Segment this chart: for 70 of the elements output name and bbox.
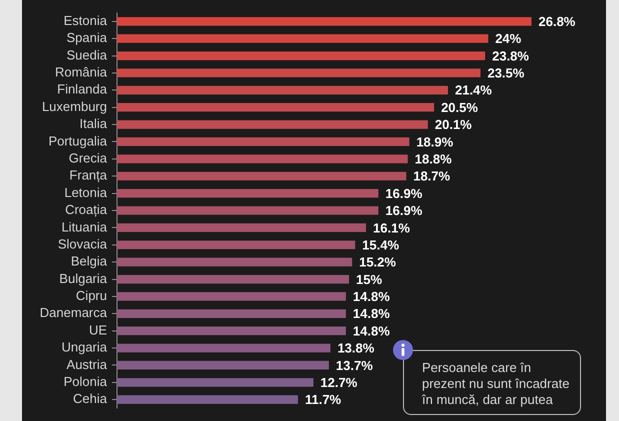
bar [117, 378, 314, 387]
bar [117, 172, 406, 180]
y-tick-label: UE [88, 322, 108, 338]
bar [117, 137, 410, 146]
bar [117, 240, 356, 250]
bar [117, 223, 366, 232]
data-label: 15.4% [362, 237, 400, 252]
bar [117, 292, 346, 301]
data-label: 14.8% [352, 323, 390, 338]
y-tick-label: Luxemburg [42, 98, 107, 114]
data-label: 14.8% [352, 289, 390, 304]
data-label: 16.1% [373, 220, 410, 236]
data-label: 15.2% [359, 254, 396, 270]
data-label: 13.8% [337, 340, 375, 356]
bar [117, 344, 330, 352]
y-tick-label: Grecia [68, 150, 108, 166]
bar [117, 326, 346, 336]
y-tick-label: Slovacia [58, 236, 108, 252]
bar [117, 360, 329, 370]
data-label: 26.8% [538, 14, 576, 29]
bar [117, 206, 378, 215]
data-label: 20.5% [441, 100, 478, 115]
bar [117, 309, 346, 318]
y-tick-label: Suedia [66, 47, 108, 62]
y-tick-label: Cehia [73, 391, 108, 406]
y-tick-label: Italia [80, 116, 108, 132]
y-tick-label: Austria [66, 356, 108, 372]
data-label: 11.7% [304, 392, 342, 408]
bar [117, 154, 408, 164]
bar [117, 189, 378, 198]
bar [117, 395, 298, 404]
y-tick-label: Lituania [61, 219, 108, 234]
y-tick-label: Letonia [64, 184, 108, 200]
bar [117, 258, 352, 266]
bar [117, 17, 532, 26]
y-tick-label: Spania [66, 30, 108, 46]
data-label: 23.5% [487, 66, 525, 81]
data-label: 14.8% [352, 306, 390, 322]
data-label: 23.8% [492, 48, 530, 64]
bar [117, 86, 448, 94]
data-label: 15% [356, 272, 382, 287]
bar [117, 120, 428, 129]
data-label: 16.9% [385, 186, 423, 201]
y-tick-label: Ungaria [61, 340, 108, 355]
bar [117, 68, 480, 78]
y-tick-label: Cipru [76, 288, 107, 304]
data-label: 16.9% [385, 203, 423, 218]
bar [117, 34, 488, 43]
y-tick-label: România [54, 64, 108, 80]
y-tick-label: Franța [69, 168, 108, 183]
bar [117, 103, 434, 112]
data-label: 24% [495, 31, 522, 46]
y-tick-label: Belgia [70, 254, 108, 269]
y-tick-label: Bulgaria [59, 270, 108, 286]
y-tick-label: Portugalia [48, 133, 108, 148]
data-label: 13.7% [336, 358, 374, 373]
data-label: 18.7% [413, 168, 451, 184]
data-label: 21.4% [454, 82, 492, 98]
annotation: Persoanele care în prezent nu sunt încadrate în muncă, dar ar putea [422, 360, 570, 408]
y-tick-label: Croația [65, 202, 108, 218]
y-tick-label: Danemarca [40, 305, 108, 320]
data-label: 20.1% [434, 117, 472, 132]
data-label: 18.9% [416, 134, 454, 150]
y-tick-label: Finlanda [57, 82, 108, 97]
bar [117, 51, 486, 60]
y-tick-label: Polonia [64, 374, 108, 389]
data-label: 18.8% [414, 152, 452, 167]
y-tick-label: Estonia [64, 12, 108, 28]
data-label: 12.7% [320, 374, 358, 390]
bar [117, 274, 349, 284]
